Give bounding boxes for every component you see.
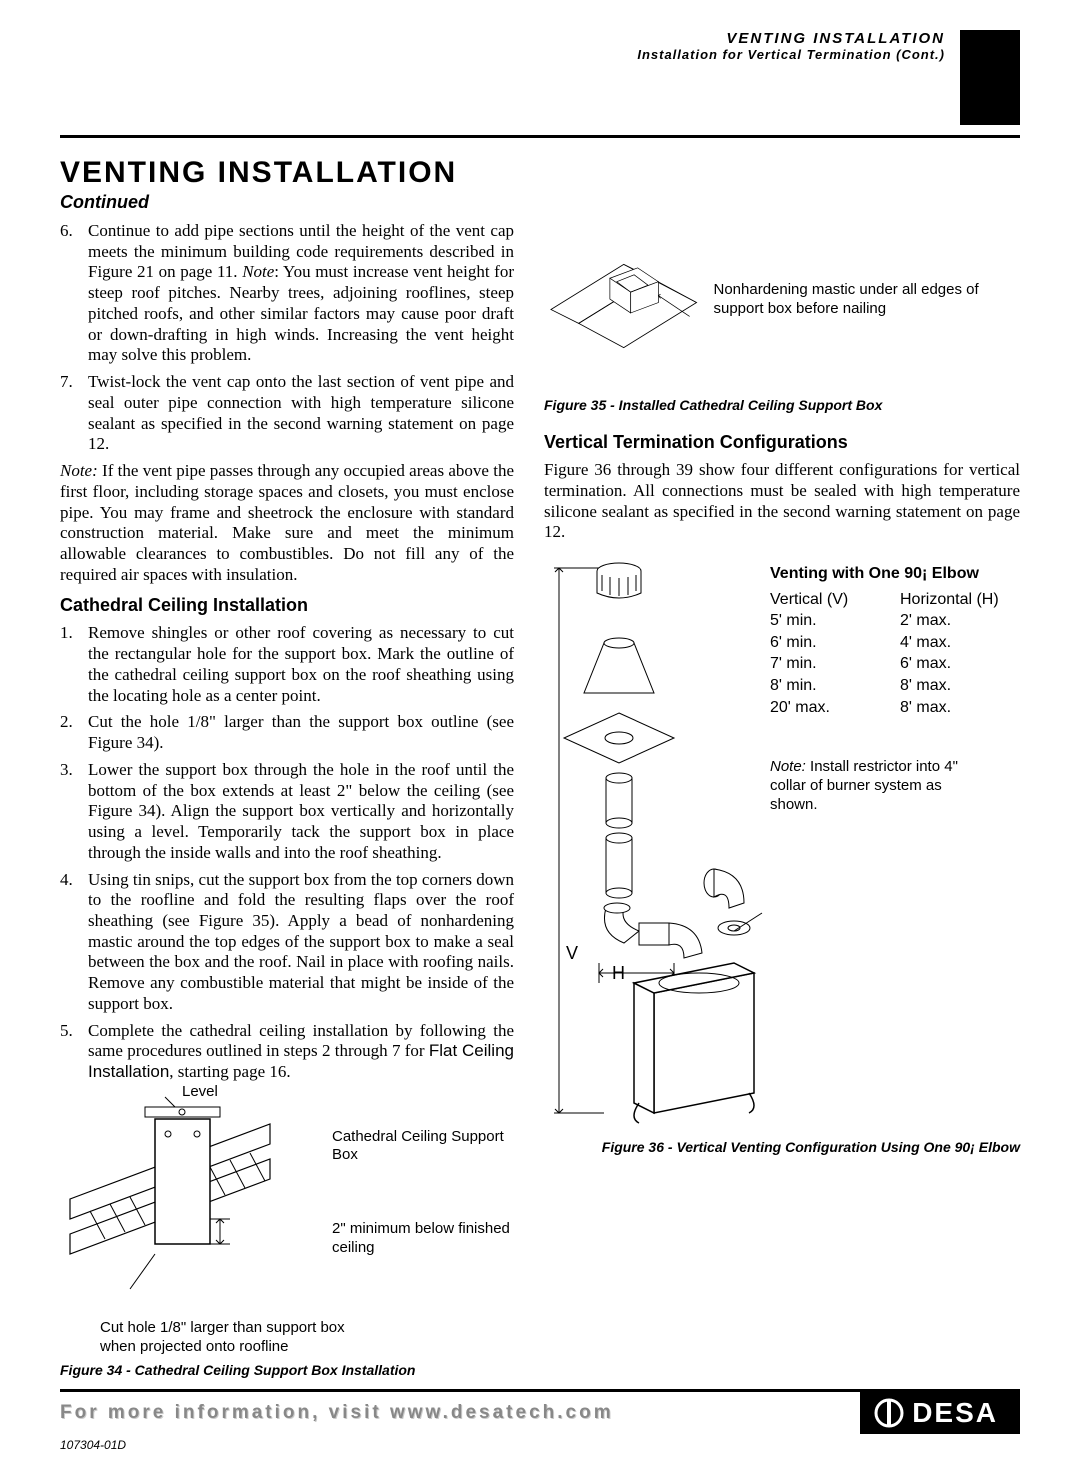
footer-bar: For more information, visit www.desatech… xyxy=(60,1389,1020,1434)
header-text: VENTING INSTALLATION Installation for Ve… xyxy=(637,30,945,62)
subhead-cathedral: Cathedral Ceiling Installation xyxy=(60,595,514,617)
page: VENTING INSTALLATION Installation for Ve… xyxy=(0,0,1080,1472)
figure-36-side: Venting with One 90¡ Elbow Vertical (V) … xyxy=(770,553,1020,814)
header-black-box xyxy=(960,30,1020,125)
figure-36-svg xyxy=(544,553,764,1133)
list-item: 2. Cut the hole 1/8" larger than the sup… xyxy=(60,712,514,753)
figure-34-svg xyxy=(60,1089,320,1319)
item-number: 2. xyxy=(60,712,88,753)
list-item: 6. Continue to add pipe sections until t… xyxy=(60,221,514,366)
item-text: Twist-lock the vent cap onto the last se… xyxy=(88,372,514,455)
brand-text: DESA xyxy=(912,1397,998,1429)
figure-36-caption: Figure 36 - Vertical Venting Configurati… xyxy=(544,1139,1020,1156)
list-item: 4. Using tin snips, cut the support box … xyxy=(60,870,514,1015)
col-h: Horizontal (H) xyxy=(900,589,1020,611)
fig35-label: Nonhardening mastic under all edges of s… xyxy=(714,281,1021,319)
item-text: Complete the cathedral ceiling installat… xyxy=(88,1021,514,1083)
figure-34-labels: Level Cathedral Ceiling Support Box 2" m… xyxy=(332,1089,514,1258)
item-number: 4. xyxy=(60,870,88,1015)
table-row: 5' min.2' max. xyxy=(770,610,1020,632)
continued-label: Continued xyxy=(60,192,1020,213)
item-text: Remove shingles or other roof covering a… xyxy=(88,623,514,706)
footer-brand: DESA xyxy=(860,1392,1020,1434)
list-item: 5. Complete the cathedral ceiling instal… xyxy=(60,1021,514,1083)
elbow-table: Venting with One 90¡ Elbow Vertical (V) … xyxy=(770,563,1020,718)
v-label: V xyxy=(566,943,578,965)
vt-paragraph: Figure 36 through 39 show four different… xyxy=(544,460,1020,543)
item-number: 6. xyxy=(60,221,88,366)
columns: 6. Continue to add pipe sections until t… xyxy=(60,221,1020,1379)
divider xyxy=(60,135,1020,138)
elbow-title: Venting with One 90¡ Elbow xyxy=(770,563,1020,585)
figure-34-caption: Figure 34 - Cathedral Ceiling Support Bo… xyxy=(60,1362,514,1379)
table-row: 8' min.8' max. xyxy=(770,675,1020,697)
subhead-vt: Vertical Termination Configurations xyxy=(544,432,1020,454)
item-number: 1. xyxy=(60,623,88,706)
figure-34: Level Cathedral Ceiling Support Box 2" m… xyxy=(60,1089,514,1319)
header: VENTING INSTALLATION Installation for Ve… xyxy=(60,30,1020,125)
item-number: 5. xyxy=(60,1021,88,1083)
col-v: Vertical (V) xyxy=(770,589,900,611)
h-label: H xyxy=(612,963,625,985)
footer-info: For more information, visit www.desatech… xyxy=(60,1396,614,1430)
elbow-header: Vertical (V) Horizontal (H) xyxy=(770,589,1020,611)
header-title: VENTING INSTALLATION xyxy=(637,30,945,47)
item-text: Lower the support box through the hole i… xyxy=(88,760,514,864)
min-label: 2" minimum below finished ceiling xyxy=(332,1220,514,1258)
figure-35: Nonhardening mastic under all edges of s… xyxy=(544,221,1020,391)
left-column: 6. Continue to add pipe sections until t… xyxy=(60,221,514,1379)
level-label: Level xyxy=(182,1083,364,1102)
item-text: Cut the hole 1/8" larger than the suppor… xyxy=(88,712,514,753)
figure-35-caption: Figure 35 - Installed Cathedral Ceiling … xyxy=(544,397,1020,414)
brand-icon xyxy=(874,1398,904,1428)
right-column: Nonhardening mastic under all edges of s… xyxy=(544,221,1020,1379)
cut-label: Cut hole 1/8" larger than support box wh… xyxy=(100,1319,380,1357)
main-title: VENTING INSTALLATION xyxy=(60,156,1020,190)
figure-36: Venting with One 90¡ Elbow Vertical (V) … xyxy=(544,553,1020,1133)
list-item: 1. Remove shingles or other roof coverin… xyxy=(60,623,514,706)
item-number: 7. xyxy=(60,372,88,455)
table-row: 7' min.6' max. xyxy=(770,653,1020,675)
item-number: 3. xyxy=(60,760,88,864)
doc-number: 107304-01D xyxy=(60,1438,1020,1452)
table-row: 6' min.4' max. xyxy=(770,632,1020,654)
item-text: Continue to add pipe sections until the … xyxy=(88,221,514,366)
note-36: Note: Install restrictor into 4" collar … xyxy=(770,758,960,814)
figure-35-svg xyxy=(544,221,704,391)
box-label: Cathedral Ceiling Support Box xyxy=(332,1128,514,1166)
note-paragraph: Note: If the vent pipe passes through an… xyxy=(60,461,514,585)
list-item: 3. Lower the support box through the hol… xyxy=(60,760,514,864)
header-subtitle: Installation for Vertical Termination (C… xyxy=(637,47,945,62)
list-item: 7. Twist-lock the vent cap onto the last… xyxy=(60,372,514,455)
table-row: 20' max.8' max. xyxy=(770,697,1020,719)
item-text: Using tin snips, cut the support box fro… xyxy=(88,870,514,1015)
